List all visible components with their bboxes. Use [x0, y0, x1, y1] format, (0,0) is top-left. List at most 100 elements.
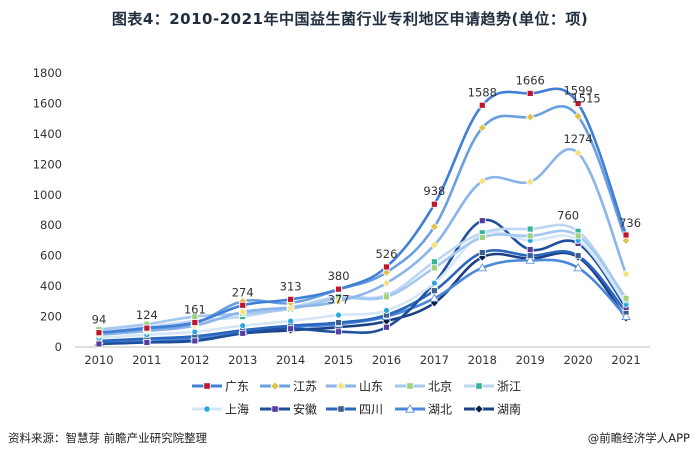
legend-item: 四川 — [326, 403, 383, 417]
x-tick-label: 2020 — [563, 353, 592, 367]
data-point — [429, 240, 439, 250]
legend-label: 四川 — [359, 403, 383, 417]
data-point — [621, 235, 631, 246]
legend-item: 山东 — [326, 380, 383, 394]
data-point — [143, 324, 151, 332]
brand-watermark: @前瞻经济学人APP — [587, 431, 690, 445]
data-point — [477, 263, 487, 272]
data-point — [143, 339, 151, 346]
legend-marker — [336, 381, 346, 391]
series-lines — [98, 87, 628, 346]
data-point — [429, 293, 440, 302]
legend-item: 湖南 — [464, 402, 521, 417]
legend-marker — [406, 382, 414, 390]
data-point — [526, 232, 534, 240]
data-point — [478, 233, 486, 241]
legend-marker — [203, 405, 211, 413]
data-point — [239, 301, 247, 309]
data-point — [383, 323, 390, 331]
data-label: 274 — [232, 285, 254, 299]
legend-marker — [405, 403, 415, 413]
data-point — [95, 340, 103, 348]
data-point — [573, 148, 583, 158]
data-point — [478, 101, 486, 109]
y-tick-label: 1000 — [33, 188, 62, 202]
x-tick-label: 2015 — [324, 353, 353, 367]
data-point — [335, 311, 342, 319]
x-tick-label: 2018 — [468, 353, 497, 367]
data-point — [335, 328, 342, 336]
data-point — [383, 293, 390, 301]
legend-marker — [203, 382, 211, 390]
y-tick-label: 0 — [55, 340, 62, 354]
x-tick-label: 2012 — [180, 353, 209, 367]
data-label: 313 — [280, 279, 302, 293]
y-tick-label: 600 — [40, 249, 62, 263]
x-tick-label: 2021 — [611, 353, 640, 367]
series-line — [98, 223, 628, 334]
data-point — [525, 112, 535, 122]
data-point — [525, 255, 535, 264]
legend-item: 浙江 — [464, 380, 521, 394]
data-point — [478, 217, 486, 225]
data-point — [574, 100, 582, 107]
data-point — [335, 319, 342, 327]
legend-item: 湖北 — [395, 402, 452, 417]
data-point — [478, 249, 486, 257]
y-tick-label: 1600 — [33, 96, 62, 110]
data-label: 760 — [557, 208, 579, 222]
legend-marker — [271, 405, 279, 413]
data-point — [621, 311, 631, 320]
x-tick-label: 2014 — [276, 353, 305, 367]
data-point — [526, 89, 534, 97]
data-point — [286, 302, 296, 312]
data-point — [573, 111, 583, 121]
data-point — [622, 231, 630, 239]
x-tick-label: 2010 — [84, 353, 113, 367]
data-label: 1515 — [571, 91, 600, 105]
legend-item: 安徽 — [260, 402, 317, 417]
series-markers — [94, 89, 631, 348]
data-point — [622, 294, 630, 302]
chart-title: 图表4：2010-2021年中国益生菌行业专利地区申请趋势(单位：项) — [111, 10, 589, 28]
legend-label: 北京 — [428, 380, 452, 394]
data-point — [430, 264, 438, 272]
data-point — [287, 317, 295, 325]
data-label: 94 — [92, 313, 107, 327]
x-tick-label: 2017 — [420, 353, 449, 367]
data-point — [381, 267, 392, 277]
data-point — [287, 325, 295, 333]
x-tick-label: 2019 — [516, 353, 545, 367]
legend-label: 上海 — [225, 402, 249, 417]
data-label: 1588 — [468, 85, 497, 99]
legend-marker — [337, 405, 345, 413]
data-point — [526, 225, 534, 233]
series-line — [98, 258, 627, 344]
data-point — [287, 295, 295, 303]
data-point — [239, 322, 247, 330]
y-tick-label: 1200 — [33, 157, 62, 171]
legend-label: 安徽 — [293, 402, 317, 417]
x-tick-label: 2013 — [228, 353, 257, 367]
data-point — [383, 307, 390, 314]
data-point — [430, 258, 438, 266]
data-point — [477, 176, 487, 186]
legend-label: 浙江 — [497, 380, 521, 394]
y-tick-label: 200 — [40, 310, 62, 324]
data-point — [333, 296, 344, 306]
source-note: 资料来源：智慧芽 前瞻产业研究院整理 — [8, 431, 208, 445]
data-label: 1274 — [563, 132, 592, 146]
legend-label: 山东 — [359, 380, 383, 394]
data-label: 526 — [375, 247, 397, 261]
legend-marker — [270, 381, 280, 391]
y-tick-label: 1800 — [33, 66, 62, 80]
y-tick-label: 400 — [40, 279, 62, 293]
legend-marker — [474, 404, 484, 414]
data-point — [95, 329, 103, 337]
data-point — [526, 246, 534, 253]
data-point — [383, 263, 390, 271]
data-point — [381, 278, 392, 288]
legend-label: 湖北 — [428, 402, 452, 417]
legend-label: 湖南 — [497, 402, 521, 417]
